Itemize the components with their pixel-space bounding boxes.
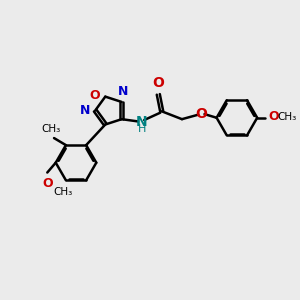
Text: N: N xyxy=(80,104,90,117)
Text: CH₃: CH₃ xyxy=(42,124,61,134)
Text: O: O xyxy=(152,76,164,90)
Text: O: O xyxy=(196,106,208,121)
Text: O: O xyxy=(90,89,100,102)
Text: O: O xyxy=(42,177,52,190)
Text: N: N xyxy=(118,85,128,98)
Text: CH₃: CH₃ xyxy=(53,187,72,196)
Text: CH₃: CH₃ xyxy=(278,112,297,122)
Text: N: N xyxy=(136,115,147,129)
Text: H: H xyxy=(137,124,146,134)
Text: O: O xyxy=(268,110,278,123)
